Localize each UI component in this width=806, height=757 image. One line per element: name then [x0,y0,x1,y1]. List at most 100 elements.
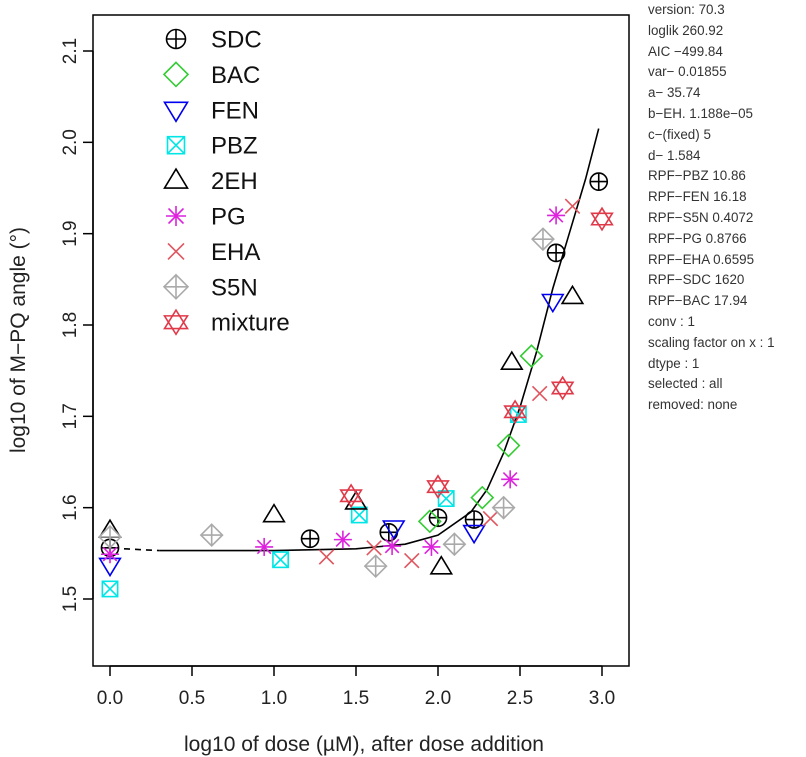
data-point-pbz [101,580,119,598]
legend-label: mixture [211,310,290,337]
series-pbz [101,406,527,598]
series-sdc [100,172,609,558]
data-point-sdc [589,172,609,191]
legend-label: PBZ [211,133,258,160]
data-point-pg [547,206,566,225]
series-mixture [339,206,614,509]
legend-label: 2EH [211,168,258,195]
series-pg [101,206,566,564]
legend-marker [163,101,189,123]
info-line: a− 35.74 [648,85,701,101]
legend-item-pbz: PBZ [166,133,258,160]
data-point-bac [519,344,544,368]
data-points-layer [98,172,614,598]
info-line: loglik 260.92 [648,22,724,38]
legend-marker [167,242,185,260]
data-point-2eh [560,284,585,305]
series-bac [417,344,544,534]
fit-curve [159,128,600,552]
legend-marker [162,273,190,300]
legend-label: S5N [211,274,258,301]
data-point-eha [403,552,420,569]
info-line: RPF−PG 0.8766 [648,230,747,246]
data-point-eha [366,540,382,556]
info-line: selected : all [648,376,723,392]
y-tick-label: 1.8 [60,312,81,338]
legend-item-2eh: 2EH [163,167,258,195]
info-line: RPF−EHA 0.6595 [648,251,755,267]
info-line: dtype : 1 [648,355,700,371]
info-line: RPF−FEN 16.18 [648,189,747,205]
legend-item-eha: EHA [167,239,260,266]
data-point-sdc [379,522,399,542]
info-line: RPF−S5N 0.4072 [648,209,754,225]
legend-marker [163,308,189,336]
y-axis: 1.5 1.6 1.7 1.8 1.9 2.0 2.1 [60,38,94,612]
plot-frame [92,14,630,667]
data-point-bac [417,509,442,534]
legend-label: BAC [211,62,260,89]
data-point-bac [470,485,495,510]
data-point-2eh [344,490,368,510]
data-point-pg [501,470,520,489]
data-point-s5n [442,532,467,557]
series-s5n [98,227,555,579]
data-point-pg [333,530,352,549]
data-point-mixture [550,375,575,401]
data-point-mixture [503,399,527,425]
x-tick-label: 1.5 [343,688,369,709]
data-point-s5n [363,554,388,579]
x-tick-label: 0.0 [97,688,123,709]
data-point-fen [541,293,565,314]
legend-item-s5n: S5N [162,273,258,301]
data-point-s5n [531,227,555,252]
data-point-sdc [300,529,320,549]
y-tick-label: 2.1 [60,38,81,64]
info-line: removed: none [648,397,738,413]
legend-label: PG [211,204,246,231]
data-point-pg [422,537,441,556]
info-line: conv : 1 [648,313,695,329]
y-tick-label: 1.9 [60,220,81,246]
data-point-mixture [426,474,450,500]
legend-item-pg: PG [166,204,246,231]
y-tick-label: 1.7 [60,403,81,429]
data-point-pg [101,545,119,564]
info-line: scaling factor on x : 1 [648,334,775,350]
y-tick-label: 2.0 [60,129,81,155]
legend-marker [162,61,190,88]
data-point-fen [462,524,486,545]
data-point-2eh [262,503,286,523]
data-point-s5n [199,523,224,547]
y-tick-label: 1.6 [60,494,81,520]
legend-marker [166,135,186,155]
data-point-eha [482,510,499,527]
model-info-panel: version: 70.3 loglik 260.92 AIC −499.84 var… [648,0,806,416]
data-point-2eh [500,350,524,370]
data-point-pg [255,537,274,556]
info-line: b−EH. 1.188e−05 [648,105,753,121]
legend-label: SDC [211,27,262,54]
legend-label: FEN [211,97,259,124]
x-axis: 0.0 0.5 1.0 1.5 2.0 2.5 3.0 [97,665,615,709]
info-line: AIC −499.84 [648,43,723,59]
info-line: RPF−BAC 17.94 [648,293,748,309]
data-point-pbz [350,506,368,524]
series-2eh [98,284,585,575]
legend: SDC BAC FEN PBZ 2EH PG EHA S5N mixture [162,27,290,337]
data-point-eha [564,198,581,215]
data-point-mixture [590,206,614,232]
data-point-s5n [491,495,516,520]
info-line: version: 70.3 [648,2,725,17]
data-point-eha [531,385,548,402]
info-line: RPF−PBZ 10.86 [648,168,746,184]
data-point-pg [383,537,402,556]
info-line: d− 1.584 [648,147,701,163]
y-axis-title: log10 of M−PQ angle (°) [7,227,30,453]
legend-item-sdc: SDC [165,27,262,54]
series-fen [98,293,565,578]
data-point-s5n [98,524,122,549]
data-point-bac [496,433,521,458]
data-point-mixture [339,483,363,509]
